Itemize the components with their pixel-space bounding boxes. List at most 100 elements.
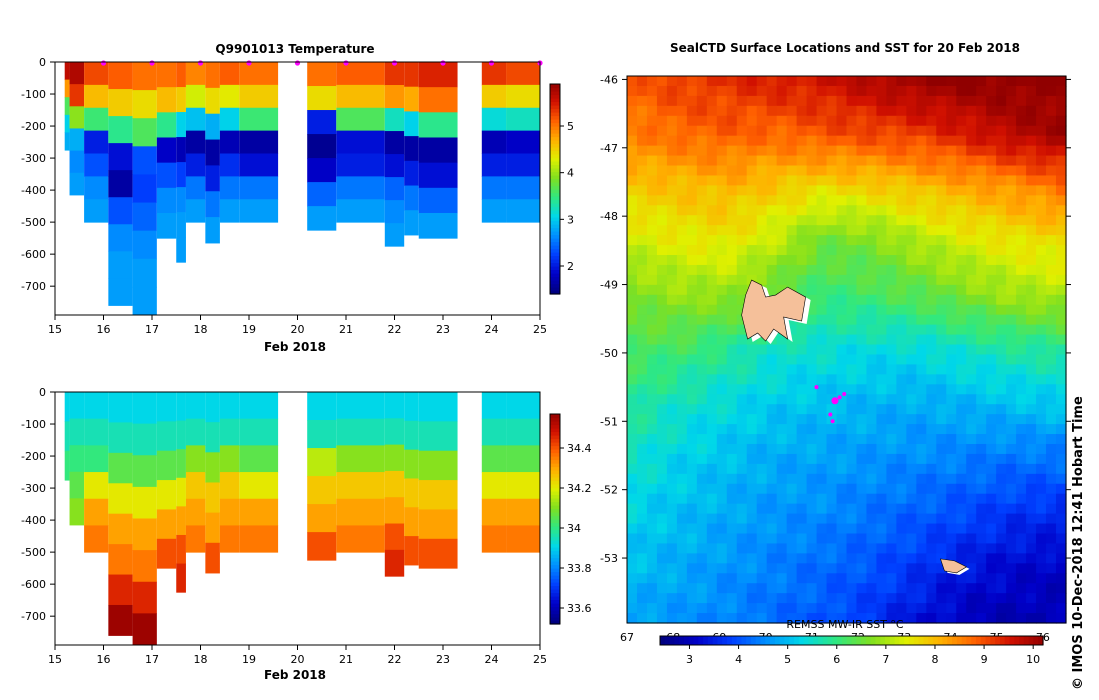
profile-cell <box>176 563 186 593</box>
profile-cell <box>418 187 458 214</box>
sst-cell <box>1036 573 1047 584</box>
sst-cell <box>986 225 997 236</box>
sst-cell <box>1006 593 1017 604</box>
sst-cell <box>836 424 848 435</box>
sst-cell <box>746 255 758 266</box>
sst-cell <box>746 175 758 186</box>
profile-cell <box>239 199 279 223</box>
sst-cell <box>656 463 668 475</box>
sst-cell <box>836 563 848 574</box>
sst-cell <box>1006 185 1017 196</box>
sst-cell <box>986 344 997 356</box>
sst-cell <box>1006 155 1017 167</box>
y-tick-label: -100 <box>21 418 46 431</box>
sst-cell <box>706 304 718 316</box>
profile-cell <box>336 176 385 200</box>
sst-cell <box>906 394 917 405</box>
sst-cell <box>796 543 808 554</box>
sst-cell <box>926 105 937 117</box>
sst-cell <box>996 404 1007 415</box>
sst-cell <box>1036 264 1047 276</box>
sst-cell <box>736 473 748 485</box>
sst-cell <box>766 563 778 574</box>
sst-cell <box>836 573 848 584</box>
sst-cell <box>627 95 638 107</box>
sst-cell <box>876 304 888 316</box>
colorbar-frame <box>549 413 561 625</box>
sst-cell <box>756 473 768 485</box>
sst-cell <box>896 593 907 604</box>
sst-cell <box>956 334 967 346</box>
colorbar-segment <box>846 636 853 645</box>
sst-cell <box>966 225 977 236</box>
colorbar-segment <box>550 582 560 587</box>
sst-cell <box>726 493 738 505</box>
profile-cell <box>132 581 157 614</box>
sst-cell <box>836 314 848 326</box>
sst-cell <box>916 294 927 306</box>
sst-cell <box>1006 215 1017 226</box>
colorbar-segment <box>550 98 560 103</box>
sst-cell <box>826 85 838 97</box>
sst-cell <box>986 603 997 614</box>
sst-cell <box>666 473 678 485</box>
temperature-title: Q9901013 Temperature <box>215 42 374 56</box>
sst-cell <box>946 374 957 385</box>
sst-cell <box>627 225 638 236</box>
sst-cell <box>846 245 858 256</box>
sst-cell <box>906 135 917 147</box>
sst-cell <box>876 424 888 435</box>
sst-cell <box>976 274 987 286</box>
sst-cell <box>846 195 858 206</box>
sst-cell <box>956 314 967 326</box>
sst-cell <box>866 394 878 405</box>
sst-cell <box>936 533 947 545</box>
sst-cell <box>866 434 878 445</box>
profile-cell <box>156 421 177 452</box>
profile-cell <box>506 472 540 500</box>
sst-cell <box>636 493 648 505</box>
profile-cell <box>404 449 419 479</box>
sst-cell <box>627 374 638 385</box>
sst-cell <box>816 384 828 395</box>
sst-cell <box>976 125 987 137</box>
sst-cell <box>776 165 788 177</box>
colorbar-segment <box>550 547 560 552</box>
sst-cell <box>916 165 927 177</box>
sst-cell <box>936 125 947 137</box>
sst-cell <box>736 354 748 366</box>
sst-cell <box>786 603 798 614</box>
sst-cell <box>696 76 708 87</box>
sst-cell <box>776 543 788 554</box>
sst-cell <box>876 493 888 505</box>
colorbar-segment <box>550 498 560 503</box>
colorbar-segment <box>550 283 560 288</box>
sst-cell <box>956 493 967 505</box>
profile-cell <box>156 480 177 510</box>
x-tick-label: 19 <box>242 323 256 336</box>
sst-cell <box>816 304 828 316</box>
sst-cell <box>756 225 768 236</box>
sst-cell <box>1056 513 1067 525</box>
sst-cell <box>986 434 997 445</box>
sst-cell <box>976 374 987 385</box>
sst-cell <box>676 245 688 256</box>
sst-cell <box>756 453 768 465</box>
sst-cell <box>1006 493 1017 505</box>
sst-cell <box>756 85 768 97</box>
sst-cell <box>1056 195 1067 206</box>
sst-cell <box>676 483 688 495</box>
sst-cell <box>766 394 778 405</box>
sst-cell <box>706 533 718 545</box>
sst-cell <box>756 404 768 415</box>
x-tick-label: 19 <box>242 653 256 666</box>
profile-cell <box>384 62 405 86</box>
sst-cell <box>746 414 758 425</box>
sst-cell <box>696 593 708 604</box>
sst-cell <box>856 95 868 107</box>
sst-cell <box>986 553 997 564</box>
sst-cell <box>1016 523 1027 535</box>
sst-cell <box>936 215 947 226</box>
sst-cell <box>1036 384 1047 395</box>
profile-cell <box>69 106 85 129</box>
